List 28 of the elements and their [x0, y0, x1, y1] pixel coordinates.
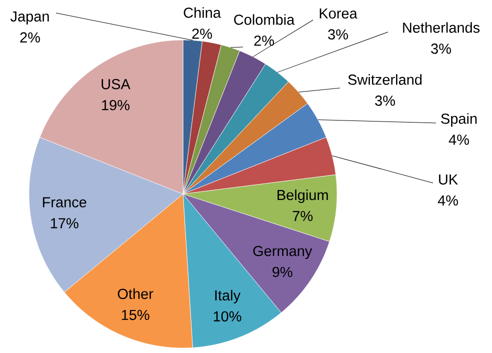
- slice-label: USA: [102, 79, 130, 90]
- slice-label: Switzerland: [348, 74, 422, 85]
- data-label: 7%: [292, 210, 313, 222]
- data-label: 3%: [431, 44, 451, 54]
- data-label: 2%: [192, 28, 212, 39]
- slice-label: Spain: [441, 113, 477, 127]
- slice-label: Colombia: [234, 14, 295, 25]
- data-label: 2%: [20, 32, 40, 43]
- slice-label: UK: [439, 174, 458, 185]
- data-label: 3%: [328, 29, 348, 40]
- slice-label: Other: [118, 288, 154, 300]
- data-label: 19%: [102, 100, 130, 110]
- slice-label: Netherlands: [403, 22, 480, 33]
- data-label: 4%: [448, 134, 469, 145]
- slice-label: Korea: [320, 8, 358, 19]
- slice-label: Belgium: [278, 190, 328, 204]
- data-label: 3%: [375, 96, 395, 106]
- data-label: 15%: [122, 310, 150, 320]
- slice-label: Germany: [253, 246, 312, 260]
- data-label: 17%: [50, 218, 78, 228]
- slice-label: France: [42, 197, 86, 208]
- data-label: 10%: [214, 311, 242, 322]
- slice-label: Italy: [215, 290, 240, 304]
- data-label: 9%: [272, 266, 292, 278]
- slice-label: China: [184, 7, 221, 18]
- slice-label: Japan: [10, 11, 49, 24]
- data-label: 2%: [254, 36, 274, 46]
- data-label: 4%: [438, 195, 458, 206]
